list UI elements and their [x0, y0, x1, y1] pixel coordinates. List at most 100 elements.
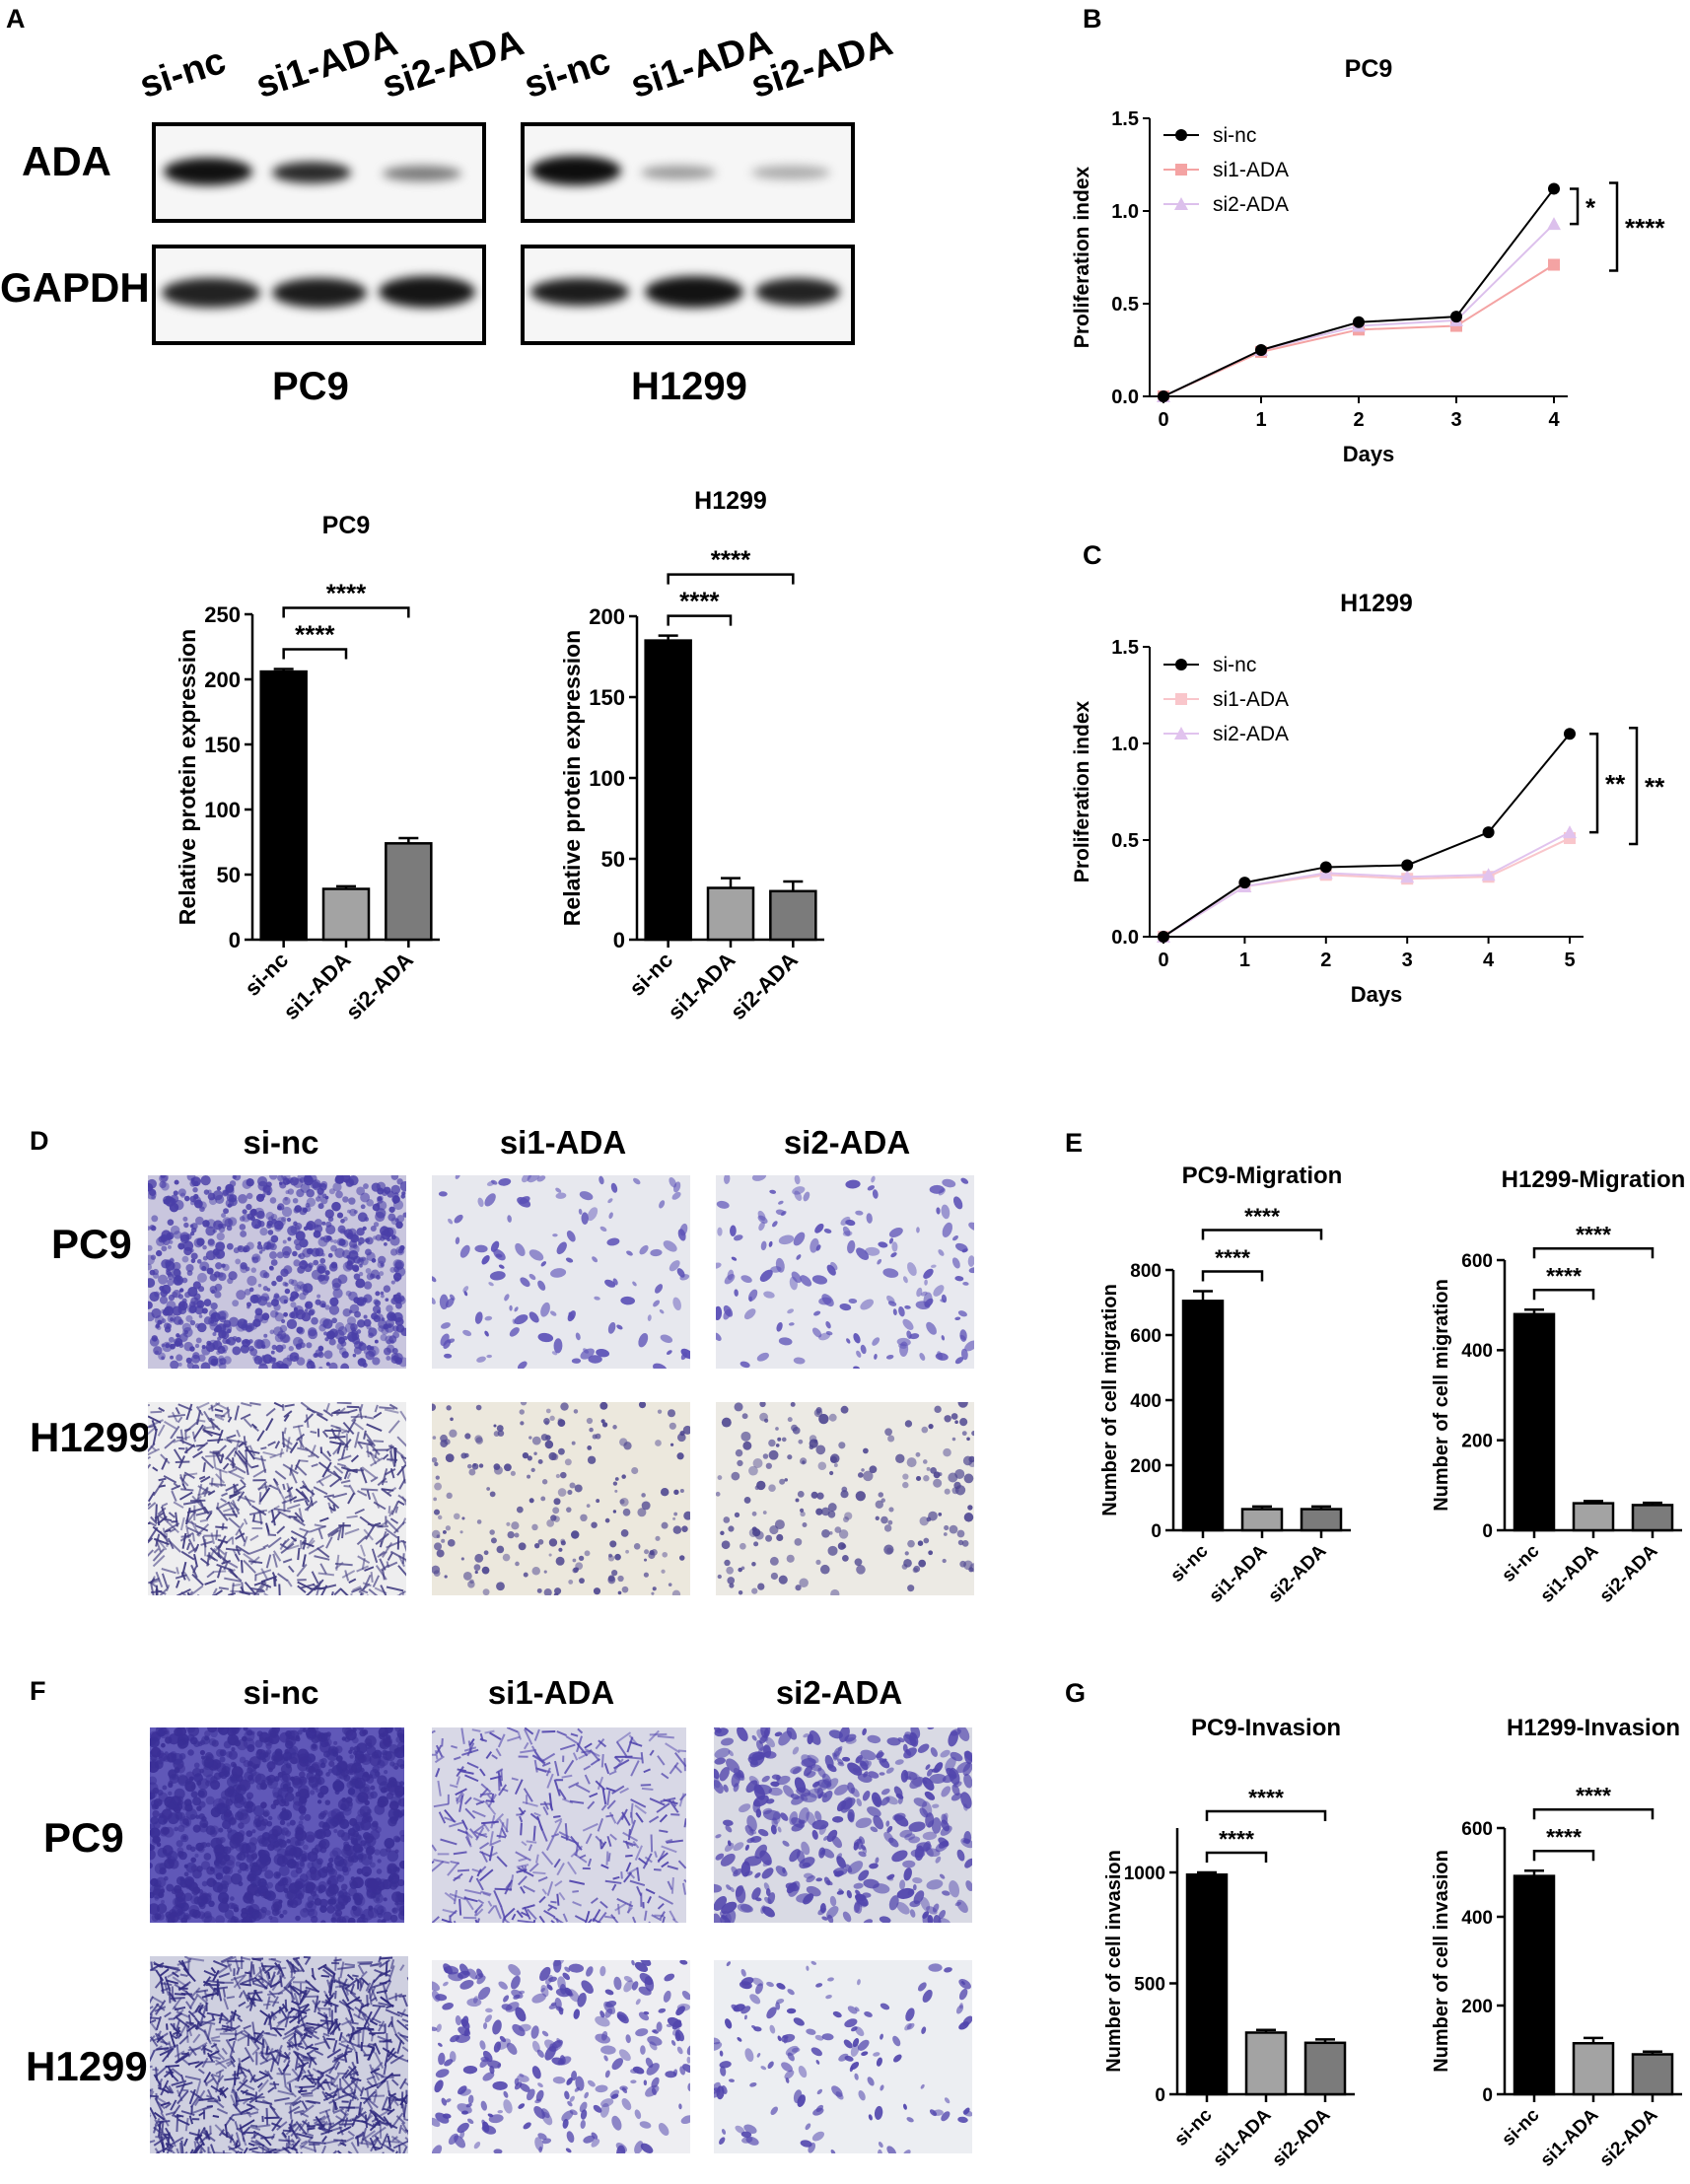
- significance-label: ****: [1244, 1203, 1280, 1229]
- invasion-row-label-pc9: PC9: [43, 1814, 124, 1861]
- x-tick-label: si1-ADA: [1536, 1540, 1602, 1606]
- x-tick-label: si2-ADA: [1595, 2104, 1661, 2170]
- y-tick-label: 400: [1130, 1391, 1162, 1412]
- chart-title: PC9-Invasion: [1191, 1715, 1341, 1741]
- invasion-row-label-h1299: H1299: [26, 2043, 148, 2089]
- x-tick-label: 4: [1483, 950, 1495, 971]
- data-point: [1158, 931, 1169, 943]
- blot-lane-label: si-nc: [134, 39, 232, 107]
- significance-bracket: [1629, 726, 1639, 846]
- y-tick-label: 0.0: [1111, 387, 1139, 408]
- migration-col-label: si2-ADA: [783, 1124, 911, 1161]
- micrograph-texture: [432, 1175, 690, 1369]
- significance-label: ****: [679, 587, 720, 616]
- y-tick-label: 1.0: [1111, 734, 1139, 755]
- x-axis-label: Days: [1351, 982, 1403, 1007]
- y-tick-label: 600: [1461, 1251, 1493, 1272]
- significance-label: ****: [711, 545, 751, 575]
- data-point: [1482, 826, 1495, 839]
- micrograph-texture: [714, 1727, 972, 1923]
- x-tick-label: 1: [1239, 950, 1250, 971]
- micrograph-texture: [714, 1960, 972, 2153]
- x-tick-label: si1-ADA: [1536, 2104, 1602, 2170]
- y-tick-label: 0: [613, 928, 625, 952]
- y-tick-label: 1.0: [1111, 201, 1139, 223]
- data-point: [1158, 390, 1169, 402]
- y-tick-label: 500: [1134, 1974, 1165, 1995]
- bar: [769, 889, 817, 942]
- y-tick-label: 400: [1461, 1341, 1493, 1362]
- significance-bracket: [1532, 1807, 1655, 1820]
- chart-title: PC9-Migration: [1182, 1162, 1343, 1189]
- y-tick-label: 0.0: [1111, 927, 1139, 949]
- x-tick-label: 4: [1548, 409, 1560, 431]
- significance-bracket: [1532, 1849, 1595, 1862]
- bar: [1513, 1312, 1556, 1532]
- x-tick-label: si2-ADA: [341, 948, 418, 1024]
- data-point: [1563, 825, 1577, 839]
- y-tick-label: 200: [1130, 1456, 1162, 1477]
- significance-label: ****: [295, 619, 335, 649]
- y-tick-label: 200: [1461, 1997, 1493, 2017]
- data-point: [1450, 311, 1462, 323]
- bar: [385, 842, 433, 942]
- chart-b-pc9: PC9 0.0 0.5 1.0 1.5 0 1 2 3 4 Days Proliferation in…: [1071, 55, 1665, 466]
- panel-letter-g: G: [1065, 1678, 1087, 1708]
- y-tick-label: 800: [1130, 1261, 1162, 1282]
- y-tick-label: 1000: [1124, 1864, 1165, 1884]
- blot-row-label-gapdh: GAPDH: [0, 264, 150, 311]
- micrograph: [432, 1175, 690, 1369]
- x-tick-label: si-nc: [1498, 1540, 1544, 1586]
- chart-title: H1299: [694, 487, 767, 515]
- bar: [1240, 1508, 1284, 1532]
- bar: [1300, 1508, 1343, 1532]
- chart-title: H1299-Invasion: [1507, 1715, 1680, 1741]
- bar: [706, 886, 755, 942]
- data-point: [1481, 868, 1496, 881]
- legend-entry: si2-ADA: [1213, 193, 1289, 216]
- y-axis-label: Relative protein expression: [175, 629, 200, 925]
- x-axis-label: Days: [1343, 442, 1395, 466]
- data-point: [1401, 859, 1414, 872]
- y-axis-label: Proliferation index: [1071, 701, 1093, 883]
- legend-entry: si-nc: [1213, 654, 1256, 676]
- legend-marker: [1175, 164, 1187, 176]
- y-tick-label: 0: [1155, 2085, 1165, 2106]
- chart-title: H1299-Migration: [1502, 1166, 1686, 1193]
- significance-label: ****: [1219, 1826, 1254, 1852]
- blot-ada-h1299: [521, 122, 855, 223]
- series-line: [1162, 187, 1555, 397]
- y-tick-label: 0: [1151, 1521, 1162, 1542]
- micrograph-texture: [148, 1402, 406, 1595]
- panel-letter-a: A: [6, 4, 26, 34]
- significance-bracket: [282, 648, 348, 660]
- y-tick-label: 200: [589, 604, 625, 629]
- blot-row-label-ada: ADA: [22, 138, 111, 184]
- significance-bracket: [667, 614, 733, 626]
- data-point: [1238, 877, 1251, 889]
- invasion-col-label: si-nc: [243, 1674, 319, 1711]
- micrograph-texture: [432, 1960, 690, 2153]
- x-tick-label: si2-ADA: [1595, 1540, 1661, 1606]
- y-tick-label: 0.5: [1111, 294, 1139, 316]
- significance-bracket: [667, 573, 795, 585]
- blot-gapdh-h1299: [521, 245, 855, 345]
- panel-letter-e: E: [1065, 1128, 1084, 1158]
- micrograph: [432, 1727, 686, 1923]
- y-axis-label: Number of cell invasion: [1103, 1850, 1125, 2073]
- series-line: [1162, 831, 1571, 938]
- panel-letter-d: D: [30, 1126, 49, 1156]
- migration-row-label-pc9: PC9: [51, 1221, 132, 1267]
- x-tick-label: si-nc: [1498, 2104, 1544, 2150]
- series-line: [1162, 733, 1571, 938]
- bar: [1572, 2042, 1615, 2096]
- significance-label: ****: [1248, 1785, 1284, 1810]
- significance-bracket: [1201, 1229, 1323, 1240]
- y-tick-label: 0: [229, 928, 241, 952]
- significance-label: ****: [1546, 1263, 1582, 1289]
- blot-cellline-pc9: PC9: [272, 365, 349, 408]
- y-tick-label: 1.5: [1111, 637, 1139, 659]
- y-axis-label: Number of cell invasion: [1431, 1850, 1452, 2073]
- y-tick-label: 50: [217, 863, 241, 887]
- significance-bracket: [1205, 1809, 1327, 1821]
